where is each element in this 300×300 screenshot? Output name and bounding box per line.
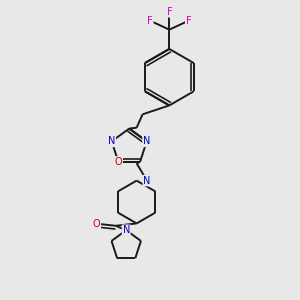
Text: N: N [108,136,116,146]
Text: N: N [122,225,130,235]
Text: F: F [167,7,172,17]
Text: N: N [143,136,150,146]
Text: O: O [115,157,122,167]
Text: O: O [93,219,100,229]
Text: F: F [147,16,153,26]
Text: N: N [143,176,151,186]
Text: F: F [186,16,191,26]
